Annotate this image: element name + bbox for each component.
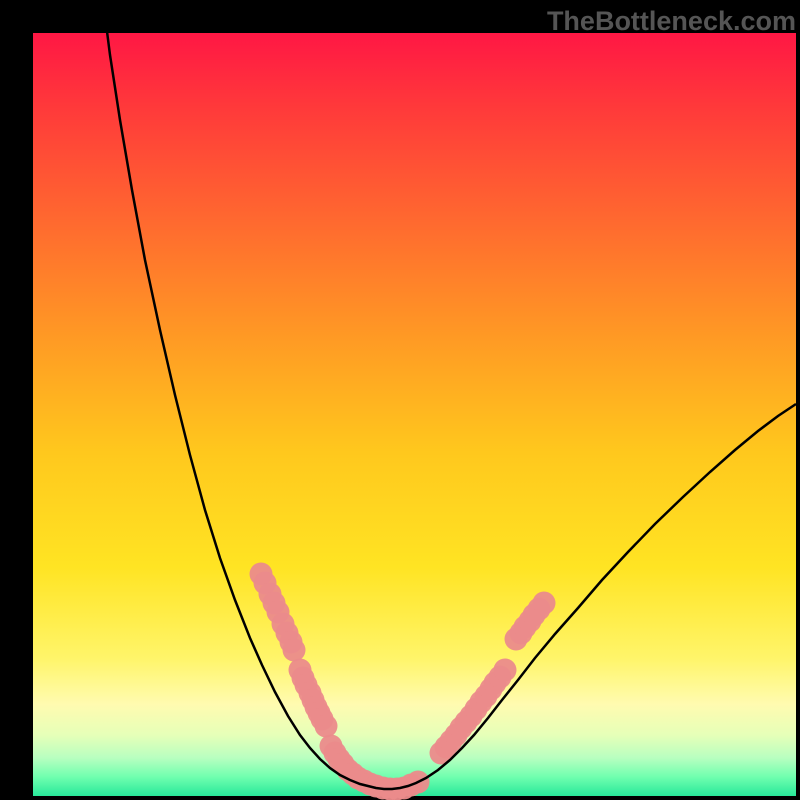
data-point-dots: [250, 563, 556, 800]
bottleneck-curve: [103, 0, 796, 789]
watermark-text: TheBottleneck.com: [547, 6, 796, 37]
plot-svg: [0, 0, 800, 800]
chart-stage: TheBottleneck.com: [0, 0, 800, 800]
data-dot: [315, 715, 338, 738]
data-dot: [283, 639, 306, 662]
data-dot: [494, 659, 517, 682]
data-dot: [533, 592, 556, 615]
